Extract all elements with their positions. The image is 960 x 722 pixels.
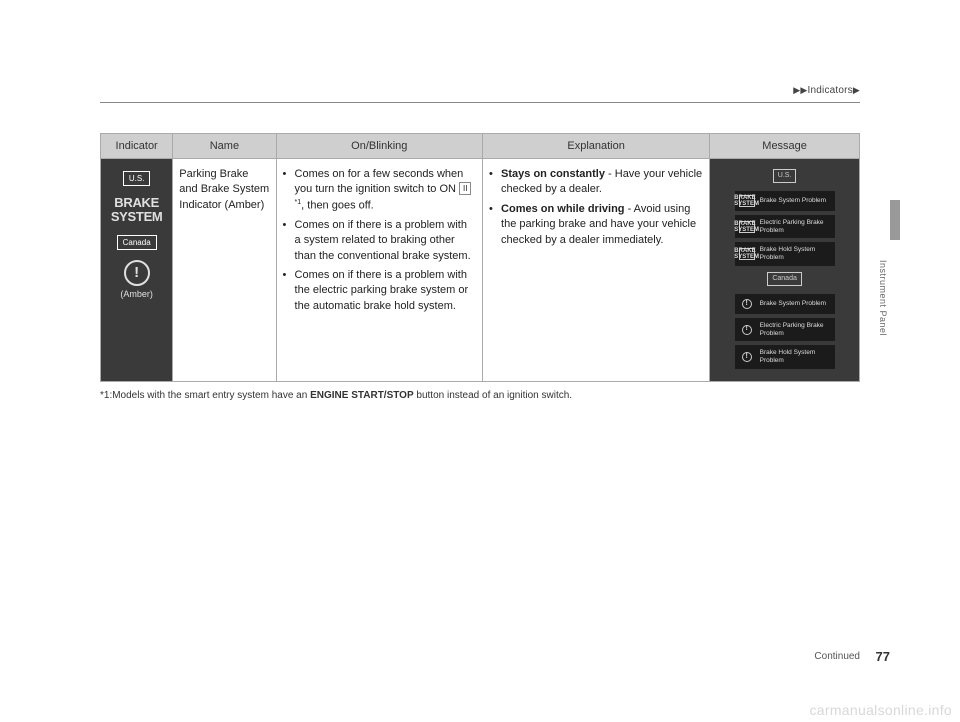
text-bold: Stays on constantly	[501, 168, 605, 180]
message-box: BRAKESYSTEM Brake Hold System Problem	[735, 242, 835, 266]
brake-system-icon: BRAKE SYSTEM	[107, 196, 166, 225]
onblinking-item: Comes on for a few seconds when you turn…	[283, 167, 477, 214]
text: Comes on for a few seconds when you turn…	[295, 168, 464, 195]
col-header-name: Name	[173, 134, 276, 159]
top-divider	[100, 102, 860, 103]
message-text: Electric Parking Brake Problem	[760, 322, 831, 338]
region-badge-canada: Canada	[767, 272, 802, 286]
onblinking-cell: Comes on for a few seconds when you turn…	[276, 159, 483, 382]
brake-mini-icon: BRAKESYSTEM	[739, 248, 755, 260]
col-header-indicator: Indicator	[101, 134, 173, 159]
brake-line2: SYSTEM	[107, 210, 166, 224]
breadcrumb: ▶▶Indicators▶	[100, 85, 860, 96]
message-text: Brake System Problem	[760, 197, 826, 205]
side-tab	[890, 200, 900, 240]
col-header-onblinking: On/Blinking	[276, 134, 483, 159]
breadcrumb-sep-icon: ▶	[800, 85, 807, 95]
text-bold: Comes on while driving	[501, 203, 624, 215]
col-header-message: Message	[710, 134, 860, 159]
watermark: carmanualsonline.info	[810, 702, 953, 718]
onblinking-item: Comes on if there is a problem with the …	[283, 268, 477, 314]
side-section-label: Instrument Panel	[878, 260, 888, 336]
brake-line1: BRAKE	[107, 196, 166, 210]
indicator-cell: U.S. BRAKE SYSTEM Canada ! (Amber)	[101, 159, 173, 382]
footnote-pre: *1:Models with the smart entry system ha…	[100, 390, 310, 401]
message-box: ! Brake System Problem	[735, 294, 835, 314]
brake-mini-icon: BRAKESYSTEM	[739, 195, 755, 207]
explanation-cell: Stays on constantly - Have your vehicle …	[483, 159, 710, 382]
col-header-explanation: Explanation	[483, 134, 710, 159]
onblinking-item: Comes on if there is a problem with a sy…	[283, 218, 477, 264]
breadcrumb-label: Indicators	[808, 85, 853, 96]
brake-mini-icon: BRAKESYSTEM	[739, 221, 755, 233]
message-cell: U.S. BRAKESYSTEM Brake System Problem BRA…	[710, 159, 860, 382]
exclaim-mini-icon: !	[739, 298, 755, 310]
message-text: Brake Hold System Problem	[760, 349, 831, 365]
message-box: ! Brake Hold System Problem	[735, 345, 835, 369]
page-content: ▶▶Indicators▶ Indicator Name On/Blinking…	[100, 85, 860, 401]
ignition-keycap-icon: II	[459, 182, 471, 195]
message-box: BRAKESYSTEM Brake System Problem	[735, 191, 835, 211]
region-badge-canada: Canada	[117, 235, 157, 250]
indicators-table: Indicator Name On/Blinking Explanation M…	[100, 133, 860, 382]
explanation-item: Stays on constantly - Have your vehicle …	[489, 167, 703, 198]
exclamation-circle-icon: !	[124, 260, 150, 286]
footnote: *1:Models with the smart entry system ha…	[100, 390, 860, 401]
table-row: U.S. BRAKE SYSTEM Canada ! (Amber) Parki…	[101, 159, 860, 382]
message-text: Electric Parking Brake Problem	[760, 219, 831, 235]
footnote-post: button instead of an ignition switch.	[414, 390, 572, 401]
text: , then goes off.	[301, 199, 374, 211]
message-box: ! Electric Parking Brake Problem	[735, 318, 835, 342]
message-box: BRAKESYSTEM Electric Parking Brake Proble…	[735, 215, 835, 239]
region-badge-us: U.S.	[123, 171, 151, 186]
breadcrumb-sep-icon: ▶	[853, 85, 860, 95]
continued-label: Continued	[814, 651, 860, 662]
exclaim-mini-icon: !	[739, 324, 755, 336]
exclaim-mini-icon: !	[739, 351, 755, 363]
message-text: Brake System Problem	[760, 300, 826, 308]
footnote-bold: ENGINE START/STOP	[310, 390, 414, 401]
amber-label: (Amber)	[107, 288, 166, 301]
explanation-item: Comes on while driving - Avoid using the…	[489, 202, 703, 248]
name-cell: Parking Brake and Brake System Indicator…	[173, 159, 276, 382]
message-text: Brake Hold System Problem	[760, 246, 831, 262]
page-number: 77	[876, 649, 890, 664]
region-badge-us: U.S.	[773, 169, 797, 183]
